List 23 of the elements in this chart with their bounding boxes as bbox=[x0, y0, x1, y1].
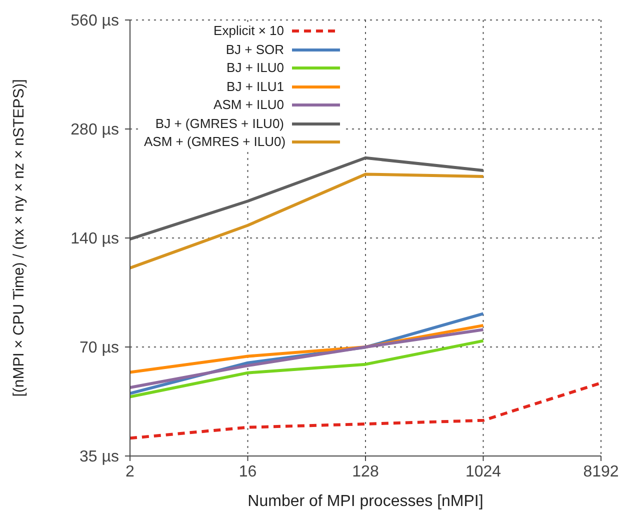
legend-label: BJ + (GMRES + ILU0) bbox=[154, 114, 284, 133]
legend-label: ASM + (GMRES + ILU0) bbox=[144, 133, 286, 151]
legend-label: BJ + SOR bbox=[224, 40, 284, 58]
x-tick-label: 2 bbox=[126, 463, 135, 480]
y-axis-title: [(nMPI × CPU Time) / (nx × ny × nz × nSTEPS)] bbox=[10, 79, 28, 397]
y-tick-label: 280 µs bbox=[70, 122, 119, 139]
x-tick-label: 1024 bbox=[465, 463, 502, 480]
line-series bbox=[130, 172, 485, 270]
legend-label: Explicit × 10 bbox=[212, 22, 284, 40]
legend-label: ASM + ILU0 bbox=[212, 96, 284, 114]
line-series bbox=[130, 339, 485, 398]
y-tick-label: 140 µs bbox=[70, 230, 119, 248]
legend-label: BJ + ILU1 bbox=[226, 78, 284, 96]
y-tick-label: 560 µs bbox=[70, 12, 119, 30]
y-tick-label: 70 µs bbox=[80, 340, 119, 357]
line-series bbox=[130, 328, 485, 390]
x-tick-label: 8192 bbox=[583, 463, 619, 480]
legend-label: BJ + ILU0 bbox=[226, 59, 284, 77]
x-tick-label: 16 bbox=[238, 463, 257, 480]
line-series bbox=[130, 381, 601, 440]
x-tick-label: 128 bbox=[352, 463, 379, 480]
x-axis-title: Number of MPI processes [nMPI] bbox=[248, 493, 484, 510]
y-tick-label: 35 µs bbox=[80, 448, 119, 466]
